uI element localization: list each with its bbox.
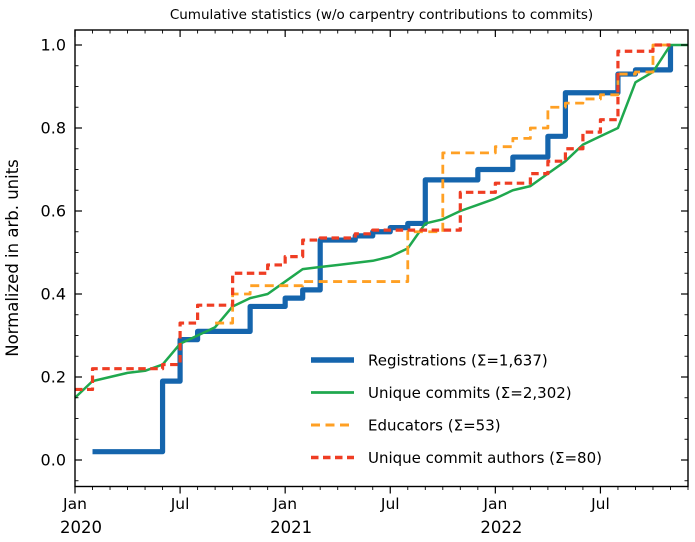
- y-axis-label: Normalized in arb. units: [3, 159, 22, 357]
- series-line-registrations: [92, 45, 674, 455]
- x-tick-label: Jul: [590, 495, 610, 513]
- x-tick-label: Jan: [482, 495, 507, 513]
- y-tick-label: 1.0: [41, 36, 66, 55]
- x-year-label: 2021: [270, 518, 312, 537]
- chart-title: Cumulative statistics (w/o carpentry con…: [170, 7, 593, 23]
- x-tick-label: Jul: [380, 495, 400, 513]
- legend-label-3: Unique commit authors (Σ=80): [368, 449, 602, 467]
- series-line-unique-commits: [74, 43, 688, 399]
- y-tick-label: 0.4: [41, 285, 66, 304]
- y-tick-label: 0.2: [41, 368, 66, 387]
- y-tick-label: 0.6: [41, 202, 66, 221]
- x-tick-label: Jan: [62, 495, 87, 513]
- legend-label-0: Registrations (Σ=1,637): [368, 352, 548, 370]
- legend-label-2: Educators (Σ=53): [368, 417, 501, 435]
- x-tick-label: Jul: [170, 495, 190, 513]
- x-tick-label: Jan: [272, 495, 297, 513]
- y-tick-label: 0.8: [41, 119, 66, 138]
- y-tick-label: 0.0: [41, 451, 66, 470]
- x-year-label: 2020: [60, 518, 102, 537]
- series-line-unique-commit-authors: [75, 43, 671, 392]
- axes-frame: [74, 29, 689, 488]
- x-year-label: 2022: [480, 518, 522, 537]
- series-line-educators: [215, 43, 671, 325]
- legend-label-1: Unique commits (Σ=2,302): [368, 384, 572, 402]
